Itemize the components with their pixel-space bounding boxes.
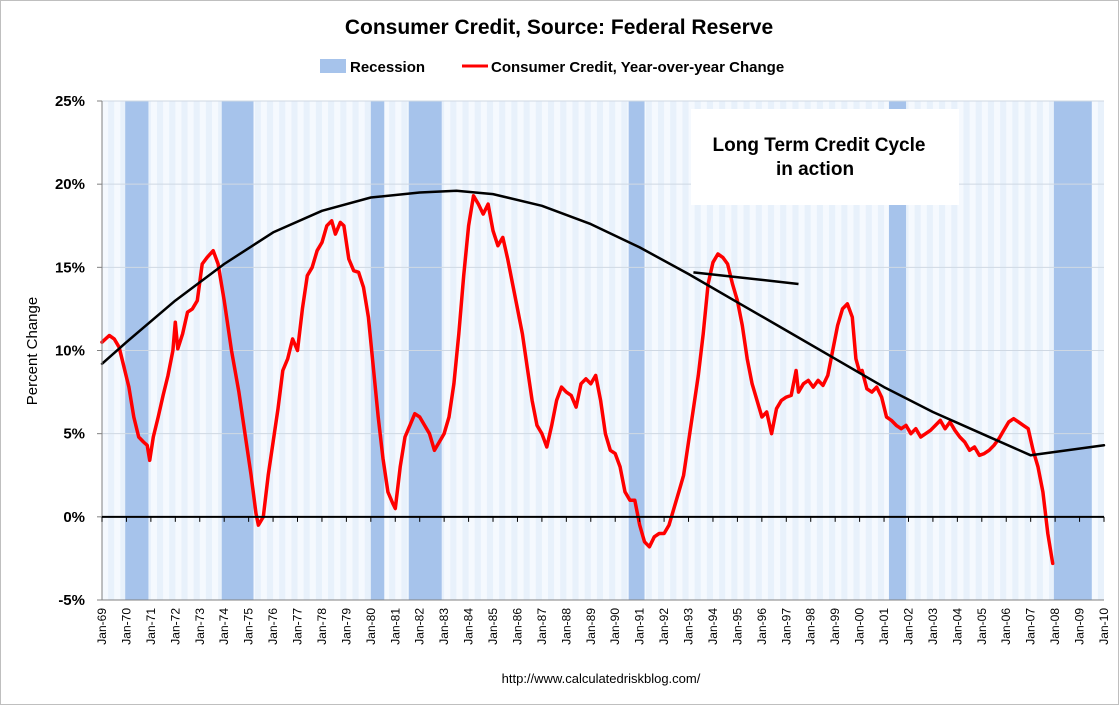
x-tick-label: Jan-76 bbox=[266, 608, 280, 645]
y-tick-label: 25% bbox=[55, 93, 85, 110]
legend-recession-label: Recession bbox=[350, 59, 425, 76]
y-tick-label: 10% bbox=[55, 343, 85, 360]
annotation-arrow bbox=[693, 271, 799, 286]
x-tick-label: Jan-93 bbox=[682, 608, 696, 645]
annotation: Long Term Credit Cycle in action bbox=[691, 109, 959, 286]
y-tick-labels: 25% 20% 15% 10% 5% 0% -5% bbox=[55, 93, 102, 609]
x-tick-label: Jan-84 bbox=[462, 608, 476, 645]
legend-credit-label: Consumer Credit, Year-over-year Change bbox=[491, 59, 784, 76]
x-tick-label: Jan-03 bbox=[926, 608, 940, 645]
x-tick-label: Jan-72 bbox=[168, 608, 182, 645]
x-tick-label: Jan-10 bbox=[1097, 608, 1111, 645]
y-tick-label: 5% bbox=[63, 426, 85, 443]
x-tick-label: Jan-86 bbox=[511, 608, 525, 645]
x-tick-label: Jan-95 bbox=[730, 608, 744, 645]
x-tick-label: Jan-88 bbox=[559, 608, 573, 645]
series-line-credit-cycle bbox=[100, 189, 1106, 457]
x-tick-label: Jan-01 bbox=[877, 608, 891, 645]
x-tick-label: Jan-96 bbox=[755, 608, 769, 645]
x-tick-label: Jan-71 bbox=[144, 608, 158, 645]
x-tick-label: Jan-90 bbox=[608, 608, 622, 645]
x-tick-label: Jan-80 bbox=[364, 608, 378, 645]
x-tick-label: Jan-91 bbox=[633, 608, 647, 645]
x-tick-label: Jan-75 bbox=[242, 608, 256, 645]
x-tick-label: Jan-05 bbox=[975, 608, 989, 645]
y-tick-label: 0% bbox=[63, 509, 85, 526]
y-axis-label: Percent Change bbox=[24, 297, 41, 405]
annotation-line-1: Long Term Credit Cycle bbox=[713, 135, 926, 156]
legend-recession-swatch bbox=[320, 59, 346, 73]
series-layer bbox=[100, 189, 1106, 566]
x-tick-label: Jan-04 bbox=[950, 608, 964, 645]
chart-title: Consumer Credit, Source: Federal Reserve bbox=[345, 16, 773, 39]
x-tick-label: Jan-08 bbox=[1048, 608, 1062, 645]
x-tick-label: Jan-06 bbox=[999, 608, 1013, 645]
y-tick-label: 20% bbox=[55, 176, 85, 193]
x-tick-label: Jan-82 bbox=[413, 608, 427, 645]
x-tick-label: Jan-85 bbox=[486, 608, 500, 645]
x-tick-label: Jan-78 bbox=[315, 608, 329, 645]
annotation-line-2: in action bbox=[776, 159, 854, 180]
x-tick-label: Jan-09 bbox=[1073, 608, 1087, 645]
x-tick-label: Jan-81 bbox=[388, 608, 402, 645]
x-tick-label: Jan-94 bbox=[706, 608, 720, 645]
x-tick-label: Jan-79 bbox=[339, 608, 353, 645]
x-tick-label: Jan-07 bbox=[1024, 608, 1038, 645]
y-tick-label: -5% bbox=[58, 592, 85, 609]
x-tick-label: Jan-02 bbox=[902, 608, 916, 645]
x-tick-labels: Jan-69 Jan-70 Jan-71 Jan-72 Jan-73 Jan-74 Jan-… bbox=[95, 516, 1111, 645]
x-tick-label: Jan-92 bbox=[657, 608, 671, 645]
source-url: http://www.calculatedriskblog.com/ bbox=[502, 671, 701, 686]
x-tick-label: Jan-89 bbox=[584, 608, 598, 645]
y-tick-label: 15% bbox=[55, 259, 85, 276]
legend: Recession Consumer Credit, Year-over-yea… bbox=[320, 59, 784, 76]
x-tick-label: Jan-83 bbox=[437, 608, 451, 645]
series-line-consumer-credit bbox=[100, 194, 1055, 566]
x-tick-label: Jan-00 bbox=[853, 608, 867, 645]
x-tick-label: Jan-77 bbox=[291, 608, 305, 645]
x-tick-label: Jan-97 bbox=[779, 608, 793, 645]
x-tick-label: Jan-73 bbox=[193, 608, 207, 645]
x-tick-label: Jan-74 bbox=[217, 608, 231, 645]
x-tick-label: Jan-99 bbox=[828, 608, 842, 645]
x-tick-label: Jan-69 bbox=[95, 608, 109, 645]
annotation-box bbox=[691, 109, 959, 205]
x-tick-label: Jan-70 bbox=[119, 608, 133, 645]
x-tick-label: Jan-98 bbox=[804, 608, 818, 645]
x-tick-label: Jan-87 bbox=[535, 608, 549, 645]
